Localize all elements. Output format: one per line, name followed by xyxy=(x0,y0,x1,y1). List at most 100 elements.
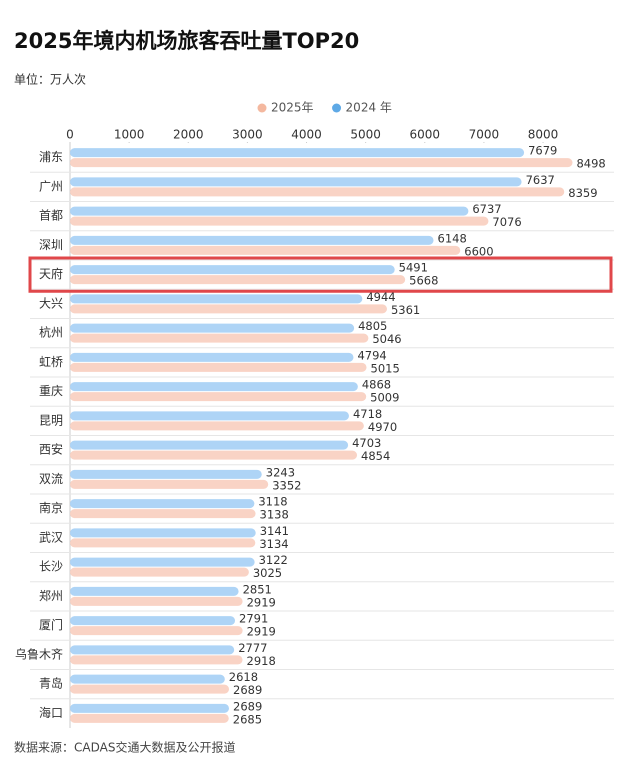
chart-title: 2025年境内机场旅客吞吐量TOP20 xyxy=(14,29,359,53)
y-tick-label: 广州 xyxy=(39,179,63,193)
value-label: 8498 xyxy=(576,157,605,171)
bar xyxy=(70,206,469,216)
bar xyxy=(70,538,256,548)
y-tick-label: 长沙 xyxy=(39,560,63,574)
x-tick-label: 6000 xyxy=(410,128,441,142)
value-label: 4794 xyxy=(357,348,386,362)
y-tick-label: 武汉 xyxy=(39,530,63,544)
bar xyxy=(70,703,230,713)
source-note: 数据来源：CADAS交通大数据及公开报道 xyxy=(14,740,235,755)
y-tick-label: 南京 xyxy=(39,500,63,515)
bar xyxy=(70,713,229,723)
value-label: 3025 xyxy=(253,566,282,580)
value-label: 2851 xyxy=(243,582,272,596)
bar xyxy=(70,645,235,655)
value-label: 3352 xyxy=(272,478,301,492)
value-label: 2919 xyxy=(247,625,276,639)
bar xyxy=(70,596,243,606)
value-label: 5361 xyxy=(391,303,420,317)
x-tick-label: 2000 xyxy=(173,128,204,142)
bar xyxy=(70,362,367,372)
value-label: 6737 xyxy=(472,202,501,216)
bar xyxy=(70,674,225,684)
y-tick-label: 大兴 xyxy=(39,296,63,310)
bar xyxy=(70,187,565,197)
bar xyxy=(70,616,236,626)
bar xyxy=(70,265,395,275)
bar xyxy=(70,352,354,362)
bar xyxy=(70,586,239,596)
value-label: 2777 xyxy=(238,641,267,655)
value-label: 4970 xyxy=(368,420,397,434)
value-label: 3243 xyxy=(266,465,295,479)
x-tick-label: 7000 xyxy=(469,128,500,142)
value-label: 4703 xyxy=(352,436,381,450)
value-label: 6148 xyxy=(438,231,467,245)
y-tick-label: 双流 xyxy=(39,472,63,486)
bar xyxy=(70,235,434,245)
value-label: 2685 xyxy=(233,712,262,726)
value-label: 2689 xyxy=(233,683,262,697)
x-tick-label: 1000 xyxy=(114,128,145,142)
y-tick-label: 虹桥 xyxy=(39,355,63,369)
value-label: 6600 xyxy=(464,244,493,258)
y-tick-label: 天府 xyxy=(39,266,63,281)
x-tick-label: 8000 xyxy=(528,128,559,142)
bar xyxy=(70,382,358,392)
value-label: 2919 xyxy=(247,595,276,609)
bar xyxy=(70,177,522,187)
legend-label: 2024 年 xyxy=(346,101,392,115)
bar xyxy=(70,323,355,333)
x-tick-label: 3000 xyxy=(232,128,263,142)
value-label: 5009 xyxy=(370,391,399,405)
value-label: 7076 xyxy=(492,215,521,229)
y-tick-label: 西安 xyxy=(39,442,63,457)
bar xyxy=(70,411,349,421)
value-label: 5046 xyxy=(372,332,401,346)
x-tick-label: 0 xyxy=(66,128,74,142)
value-label: 8359 xyxy=(568,186,597,200)
bar xyxy=(70,304,387,314)
bar xyxy=(70,294,363,304)
value-label: 2689 xyxy=(233,699,262,713)
x-tick-label: 4000 xyxy=(291,128,322,142)
bar xyxy=(70,509,256,519)
bar xyxy=(70,557,255,567)
value-label: 4944 xyxy=(366,290,395,304)
bar xyxy=(70,479,269,489)
y-tick-label: 乌鲁木齐 xyxy=(15,646,63,661)
bar xyxy=(70,158,573,168)
highlight-box xyxy=(28,256,613,293)
bar xyxy=(70,440,349,450)
bar xyxy=(70,655,243,665)
bar xyxy=(70,216,489,226)
value-label: 7637 xyxy=(526,173,555,187)
bar xyxy=(70,626,243,636)
y-tick-label: 海口 xyxy=(39,705,63,720)
value-label: 3141 xyxy=(260,524,289,538)
y-tick-label: 首都 xyxy=(39,209,63,223)
value-label: 5491 xyxy=(399,261,428,275)
bar xyxy=(70,421,364,431)
value-label: 5015 xyxy=(371,361,400,375)
value-label: 4854 xyxy=(361,449,390,463)
value-label: 3122 xyxy=(259,553,288,567)
value-label: 4868 xyxy=(362,378,391,392)
bar xyxy=(70,684,230,694)
value-label: 2918 xyxy=(247,654,276,668)
y-tick-label: 郑州 xyxy=(39,588,63,603)
bar xyxy=(70,528,256,538)
bar xyxy=(70,567,249,577)
value-label: 7679 xyxy=(528,144,557,158)
bar xyxy=(70,245,461,255)
legend-label: 2025年 xyxy=(271,101,314,115)
y-tick-label: 昆明 xyxy=(39,413,63,427)
bar xyxy=(70,469,262,479)
value-label: 2791 xyxy=(239,612,268,626)
value-label: 3118 xyxy=(258,495,287,509)
y-tick-label: 青岛 xyxy=(39,676,63,691)
y-tick-label: 深圳 xyxy=(39,238,63,252)
bar xyxy=(70,148,525,158)
value-label: 4805 xyxy=(358,319,387,333)
